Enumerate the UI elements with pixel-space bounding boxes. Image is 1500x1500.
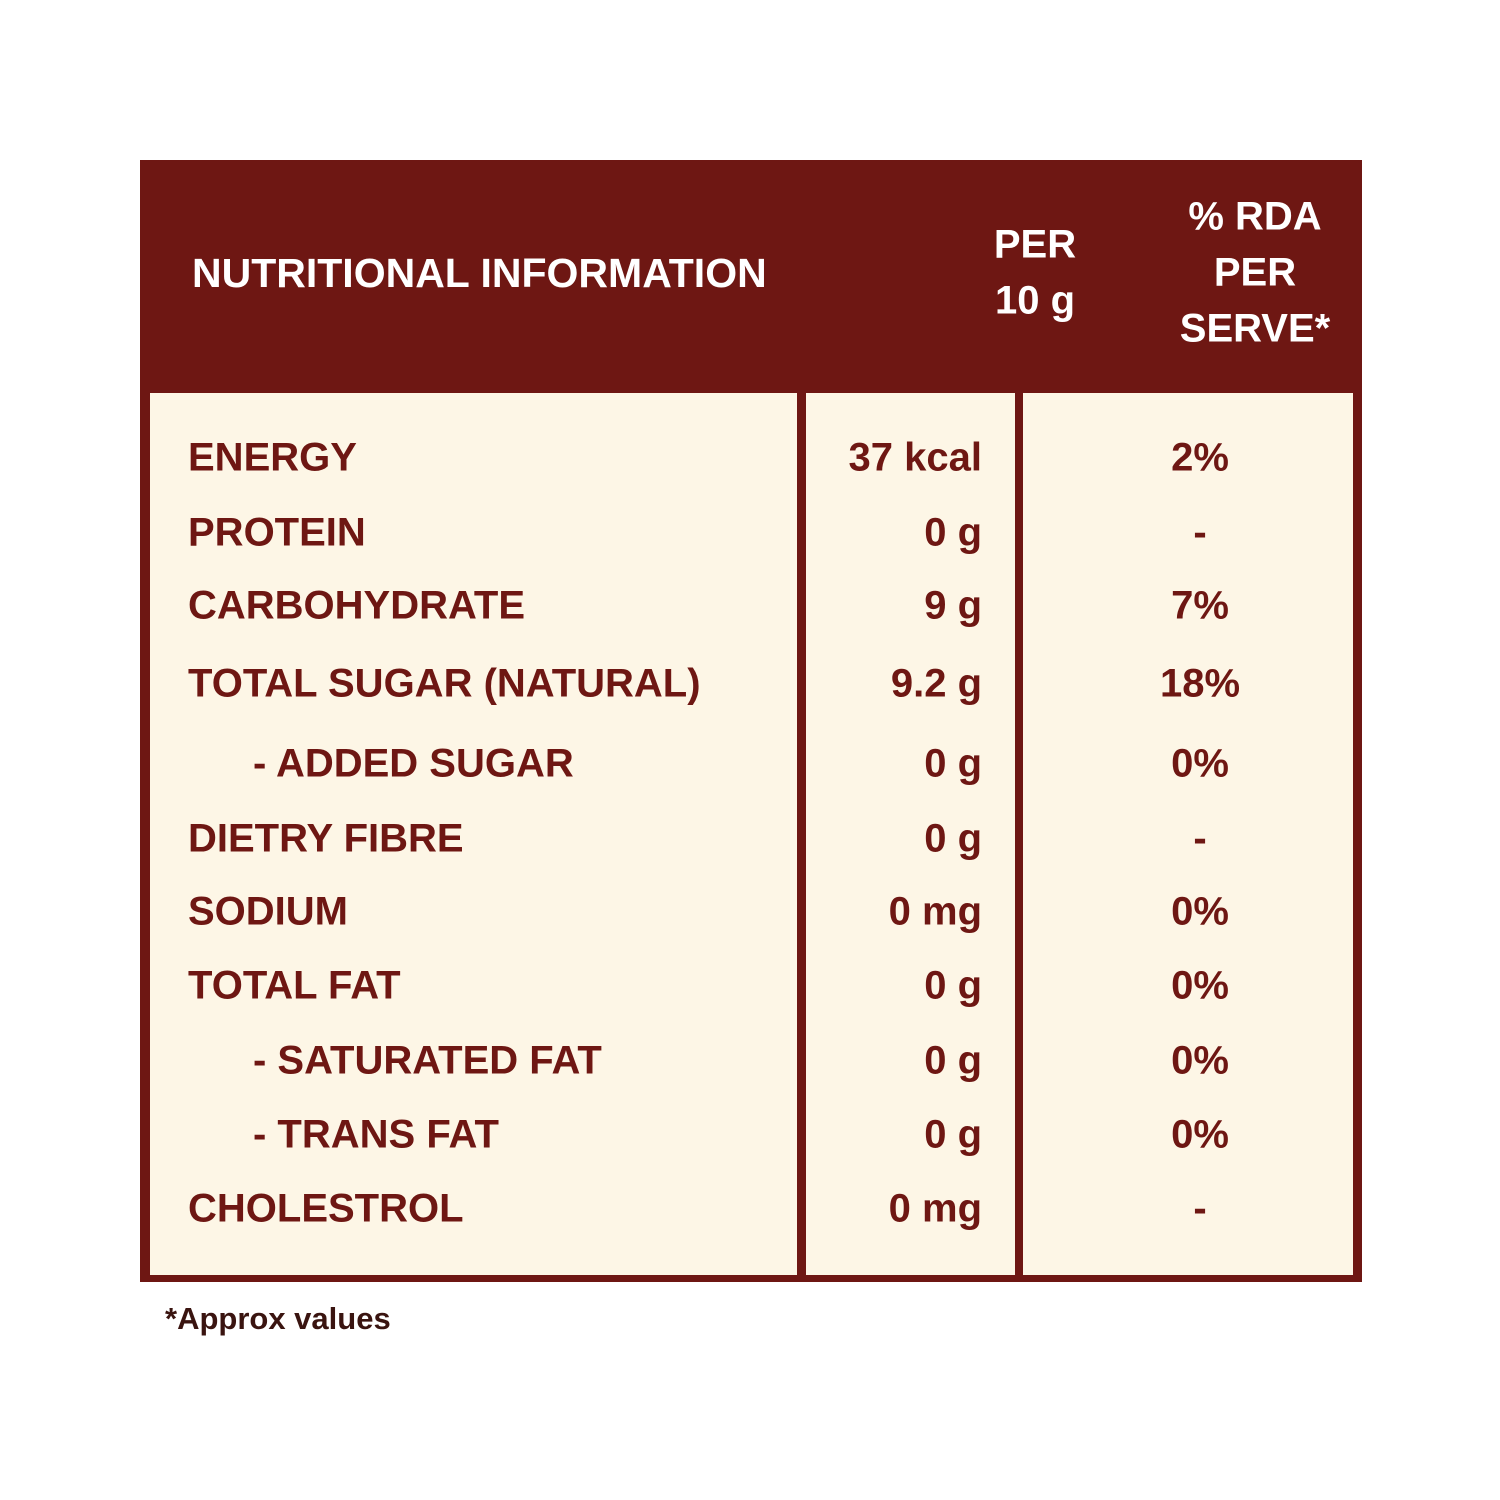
rda-value: 0%	[1171, 890, 1229, 934]
nutrient-label: TOTAL SUGAR (NATURAL)	[188, 662, 701, 706]
nutrient-label: PROTEIN	[188, 511, 366, 555]
rda-value: 0%	[1171, 964, 1229, 1008]
per-value: 9.2 g	[891, 662, 982, 706]
per-value: 0 mg	[889, 1187, 982, 1231]
nutrient-label: - ADDED SUGAR	[253, 742, 574, 786]
per-column	[806, 393, 1015, 1275]
per-value: 0 g	[924, 964, 982, 1008]
rda-value: 0%	[1171, 742, 1229, 786]
nutrient-label: CARBOHYDRATE	[188, 584, 525, 628]
nutrient-label: SODIUM	[188, 890, 348, 934]
rda-value: 0%	[1171, 1039, 1229, 1083]
table-title: NUTRITIONAL INFORMATION	[192, 250, 767, 296]
rda-value: 18%	[1160, 662, 1240, 706]
per-value: 0 mg	[889, 890, 982, 934]
nutrient-label: CHOLESTROL	[188, 1187, 464, 1231]
per-value: 0 g	[924, 817, 982, 861]
per-value: 9 g	[924, 584, 982, 628]
per-value: 0 g	[924, 511, 982, 555]
column-header: PER	[1214, 251, 1296, 295]
rda-column	[1023, 393, 1353, 1275]
nutrient-label: ENERGY	[188, 436, 357, 480]
label-column	[150, 393, 797, 1275]
per-value: 0 g	[924, 1113, 982, 1157]
nutrient-label: TOTAL FAT	[188, 964, 401, 1008]
nutrient-label: DIETRY FIBRE	[188, 817, 464, 861]
per-value: 0 g	[924, 742, 982, 786]
rda-value: 0%	[1171, 1113, 1229, 1157]
nutrient-label: - TRANS FAT	[253, 1113, 499, 1157]
column-header: 10 g	[995, 279, 1075, 323]
column-header: PER	[994, 223, 1076, 267]
nutrient-label: - SATURATED FAT	[253, 1039, 602, 1083]
footnote: *Approx values	[165, 1301, 391, 1336]
rda-value: 2%	[1171, 436, 1229, 480]
per-value: 37 kcal	[849, 436, 982, 480]
rda-value: 7%	[1171, 584, 1229, 628]
rda-value: -	[1193, 817, 1206, 861]
per-value: 0 g	[924, 1039, 982, 1083]
rda-value: -	[1193, 1187, 1206, 1231]
column-header: SERVE*	[1180, 307, 1331, 351]
rda-value: -	[1193, 511, 1206, 555]
column-header: % RDA	[1188, 195, 1321, 239]
